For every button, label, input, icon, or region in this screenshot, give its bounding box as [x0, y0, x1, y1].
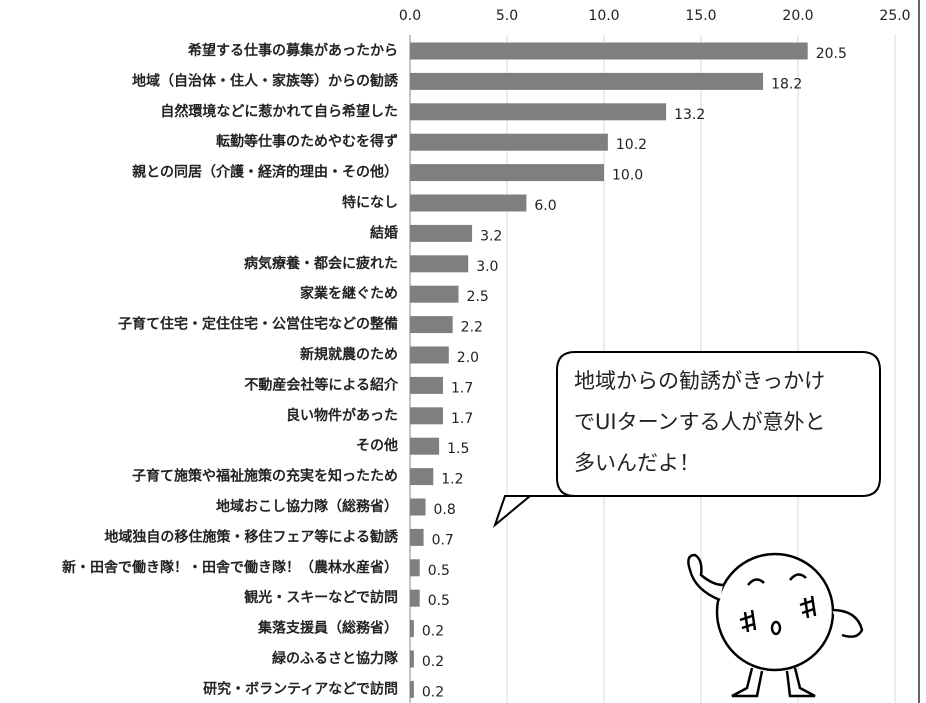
category-label: 家業を継ぐため — [300, 285, 398, 302]
category-label: 自然環境などに惹かれて自ら希望した — [160, 103, 398, 120]
value-label: 1.5 — [447, 441, 469, 457]
bar — [410, 347, 449, 364]
bar — [410, 559, 420, 576]
value-label: 2.2 — [461, 320, 483, 336]
category-label: 希望する仕事の募集があったから — [188, 42, 398, 59]
value-label: 20.5 — [816, 46, 847, 62]
x-tick-label: 0.0 — [399, 8, 421, 24]
value-label: 0.2 — [422, 624, 444, 640]
x-tick-label: 20.0 — [782, 8, 813, 24]
value-label: 0.5 — [428, 593, 450, 609]
bar — [410, 73, 763, 90]
x-tick-label: 25.0 — [879, 8, 910, 24]
value-label: 3.0 — [476, 259, 498, 275]
x-tick-label: 10.0 — [588, 8, 619, 24]
mascot — [688, 554, 862, 696]
bar — [410, 377, 443, 394]
category-label: 新・田舎で働き隊！・田舎で働き隊！（農林水産省） — [62, 559, 398, 576]
bar — [410, 103, 666, 120]
bar — [410, 681, 414, 698]
category-label: 集落支援員（総務省） — [257, 620, 398, 637]
bar — [410, 225, 472, 242]
category-label: 地域おこし協力隊（総務省） — [216, 498, 398, 515]
category-label: その他 — [356, 437, 398, 454]
category-label: 転勤等仕事のためやむを得ず — [216, 133, 398, 150]
value-label: 0.8 — [434, 502, 456, 518]
value-label: 0.5 — [428, 563, 450, 579]
x-tick-label: 15.0 — [685, 8, 716, 24]
category-label: 子育て施策や福祉施策の充実を知ったため — [132, 468, 398, 485]
value-label: 0.2 — [422, 654, 444, 670]
category-label: 病気療養・都会に疲れた — [244, 255, 398, 272]
value-label: 3.2 — [480, 228, 502, 244]
bar — [410, 316, 453, 333]
chart: 0.0 5.0 10.0 15.0 20.0 25.0 希望する仕事の募集があったから 20.… — [0, 0, 926, 703]
category-label: 良い物件があった — [286, 407, 398, 424]
category-label: 地域（自治体・住人・家族等）からの勧誘 — [132, 72, 399, 89]
bubble-text: でUIターンする人が意外と — [574, 410, 826, 434]
category-label: 観光・スキーなどで訪問 — [244, 589, 398, 606]
category-label: 新規就農のため — [300, 346, 398, 363]
bar — [410, 286, 459, 303]
category-label: 緑のふるさと協力隊 — [272, 650, 399, 667]
category-label: 地域独自の移住施策・移住フェア等による勧誘 — [104, 528, 399, 545]
category-label: 結婚 — [370, 224, 398, 241]
value-label: 1.7 — [451, 380, 473, 396]
bubble-text: 多いんだよ！ — [574, 451, 700, 475]
value-label: 10.2 — [616, 137, 647, 153]
bar — [410, 590, 420, 607]
category-label: 子育て住宅・定住住宅・公営住宅などの整備 — [118, 316, 398, 333]
value-label: 0.7 — [432, 532, 454, 548]
bar — [410, 195, 526, 212]
value-label: 1.7 — [451, 411, 473, 427]
bar — [410, 438, 439, 455]
bar — [410, 255, 468, 272]
x-tick-label: 5.0 — [496, 8, 518, 24]
value-label: 2.5 — [467, 289, 489, 305]
bar — [410, 43, 808, 60]
bar — [410, 164, 604, 181]
category-label: 研究・ボランティアなどで訪問 — [203, 680, 398, 697]
bar — [410, 651, 414, 668]
bar — [410, 499, 426, 516]
bubble-text: 地域からの勧誘がきっかけ — [574, 369, 825, 393]
value-label: 10.0 — [612, 168, 643, 184]
value-label: 18.2 — [771, 76, 802, 92]
category-label: 親との同居（介護・経済的理由・その他） — [132, 164, 398, 181]
category-label: 特になし — [342, 194, 398, 211]
value-label: 0.2 — [422, 684, 444, 700]
bar — [410, 529, 424, 546]
value-label: 1.2 — [441, 472, 463, 488]
value-label: 13.2 — [674, 107, 705, 123]
bar — [410, 407, 443, 424]
value-label: 2.0 — [457, 350, 479, 366]
bar — [410, 134, 608, 151]
bar — [410, 468, 433, 485]
category-label: 不動産会社等による紹介 — [244, 376, 399, 393]
bar — [410, 620, 414, 637]
value-label: 6.0 — [534, 198, 556, 214]
